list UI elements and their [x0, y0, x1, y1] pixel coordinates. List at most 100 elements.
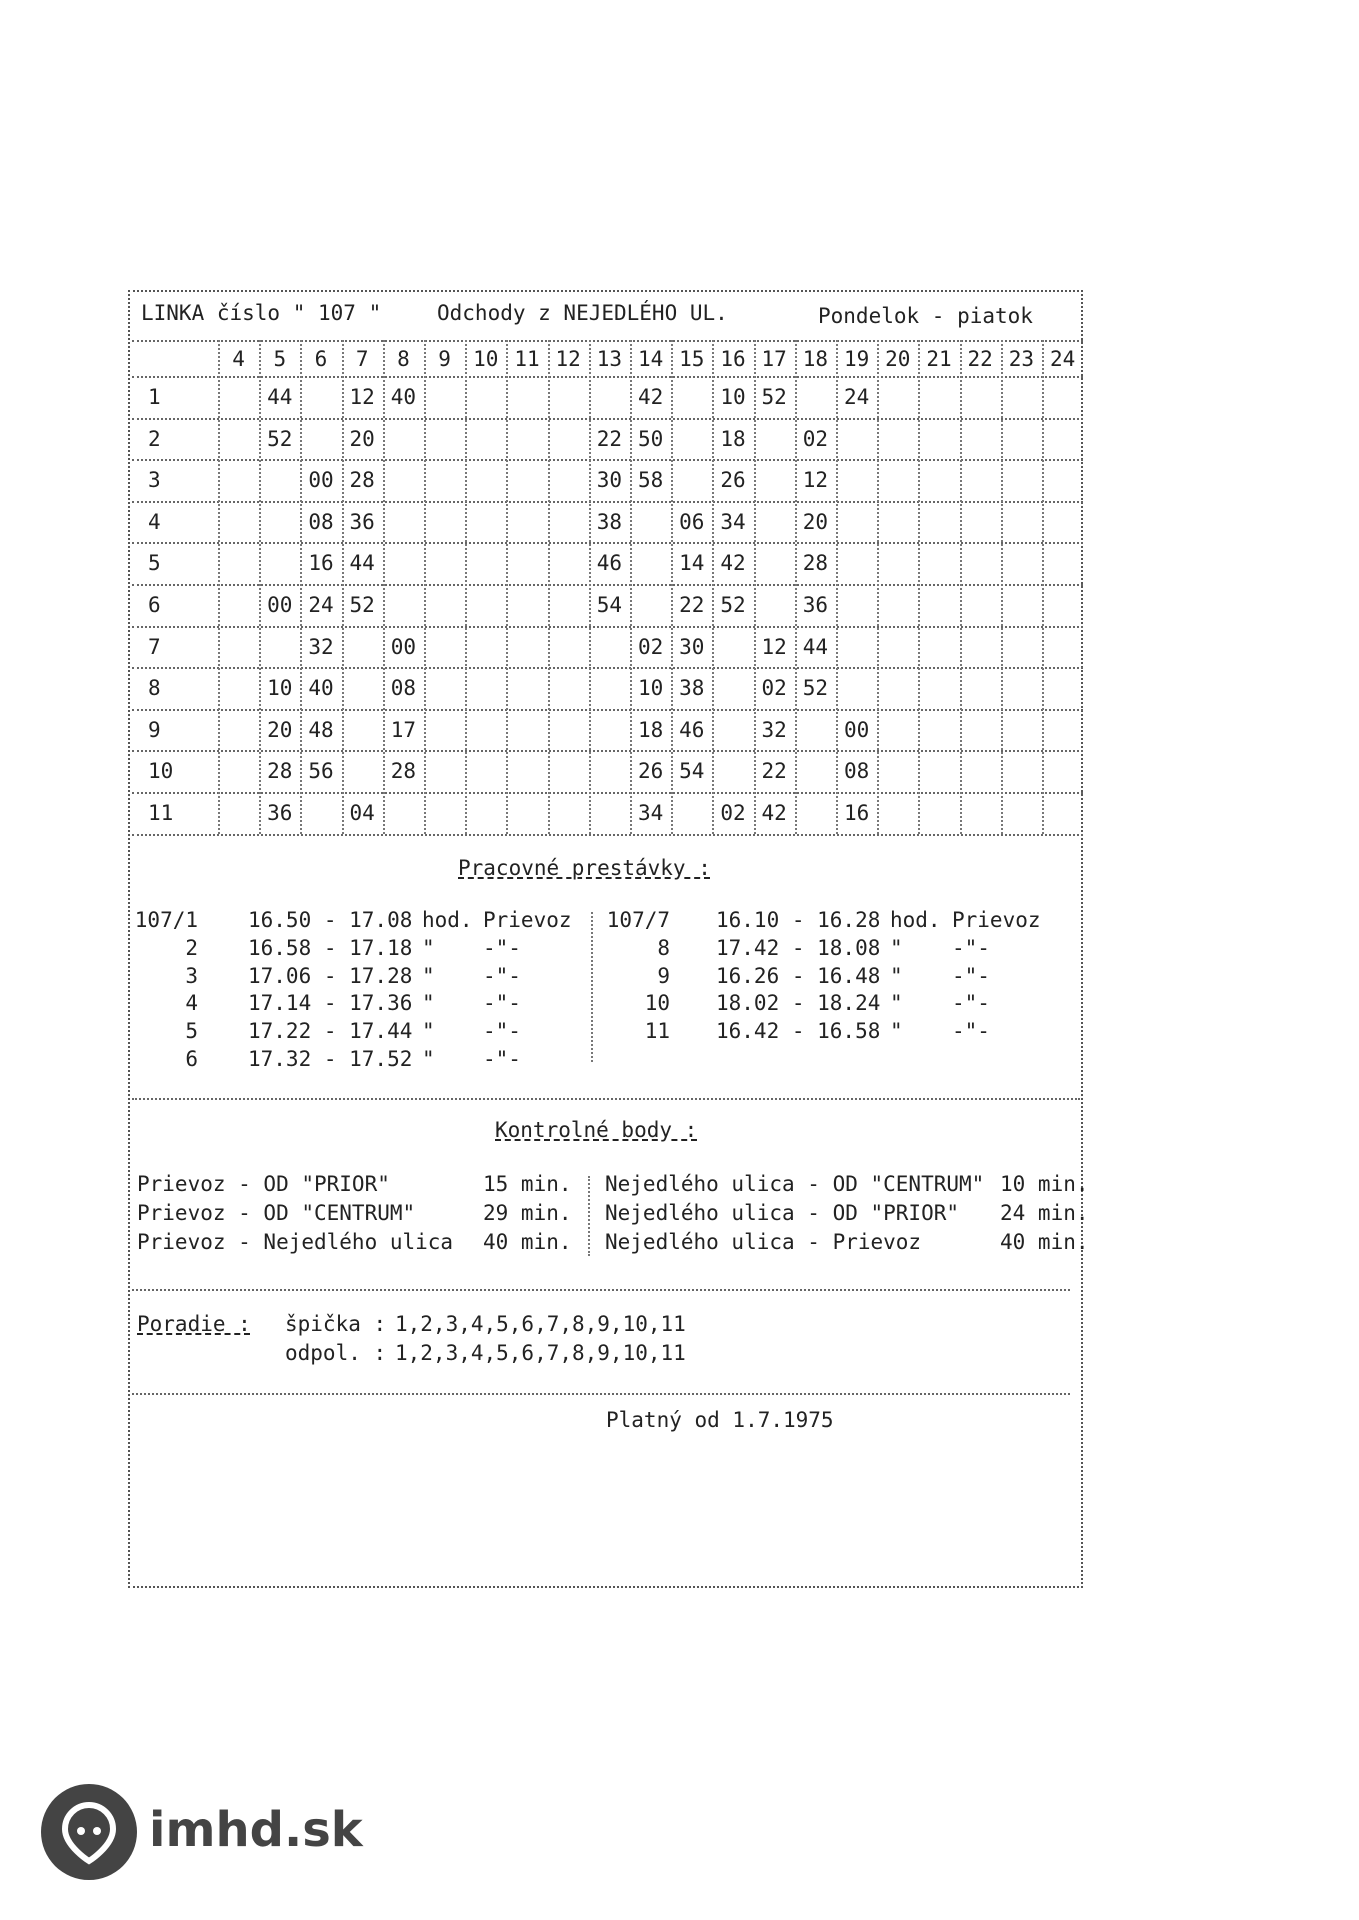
grid-line	[588, 340, 591, 834]
departure-minute: 17	[390, 717, 417, 742]
break-time: 18.02 - 18.24	[716, 991, 881, 1016]
departure-minute: 28	[349, 468, 375, 493]
checkpoints-title: Kontrolné body :	[495, 1118, 698, 1142]
order-kind: špička :	[285, 1312, 387, 1336]
grid-line	[1000, 340, 1003, 834]
order-list: 1,2,3,4,5,6,7,8,9,10,11	[395, 1312, 686, 1336]
departure-minute: 10	[720, 385, 746, 409]
hour: 6	[314, 347, 328, 371]
break-place: -"-	[483, 963, 521, 988]
grid-line	[132, 750, 1084, 753]
break-unit: "	[890, 963, 903, 988]
hour: 9	[438, 347, 451, 371]
departure-minute: 46	[596, 551, 623, 576]
hour: 10	[473, 347, 499, 371]
departure-minute: 02	[720, 801, 746, 825]
departure-minute: 50	[637, 426, 664, 451]
departure-minute: 48	[308, 717, 334, 742]
order-label: Poradie :	[137, 1312, 251, 1336]
departure-minute: 12	[761, 634, 787, 659]
hour: 18	[802, 347, 829, 371]
departure-minute: 36	[349, 509, 375, 534]
departure-minute: 46	[679, 717, 705, 742]
checkpoint-time: 29 min.	[483, 1201, 572, 1225]
departure-minute: 00	[308, 468, 334, 493]
departure-minute: 54	[679, 759, 705, 784]
departure-minute: 52	[267, 426, 293, 451]
break-number: 9	[657, 963, 670, 988]
break-unit: "	[422, 1047, 435, 1071]
checkpoint-route: Prievoz - OD "PRIOR"	[137, 1172, 390, 1196]
departure-minute: 52	[349, 593, 375, 617]
logo-text: imhd.sk	[149, 1802, 363, 1858]
row-label: 11	[148, 801, 174, 825]
hour: 11	[514, 347, 540, 371]
break-unit: "	[422, 1019, 435, 1044]
departure-minute: 40	[390, 385, 417, 409]
hour: 21	[926, 347, 952, 371]
departure-minute: 44	[349, 551, 375, 576]
grid-line	[794, 340, 797, 834]
timetable-frame	[128, 290, 1083, 1588]
order-kind: odpol. :	[285, 1341, 387, 1365]
departure-minute: 04	[349, 801, 375, 825]
departure-minute: 16	[308, 551, 334, 576]
departure-minute: 00	[267, 593, 293, 617]
departure-minute: 08	[308, 509, 334, 534]
break-unit: "	[890, 1019, 903, 1044]
hour: 20	[885, 347, 911, 371]
departure-minute: 22	[596, 426, 623, 451]
break-unit: "	[890, 991, 903, 1016]
departure-minute: 26	[637, 759, 664, 784]
break-time: 17.14 - 17.36	[248, 991, 413, 1016]
grid-line	[382, 340, 385, 834]
break-place: Prievoz	[952, 908, 1041, 932]
break-time: 16.10 - 16.28	[716, 908, 881, 932]
grid-line	[132, 584, 1084, 586]
departure-minute: 24	[843, 385, 870, 409]
departure-minute: 22	[761, 759, 787, 784]
checkpoint-time: 15 min.	[483, 1172, 572, 1196]
departure-minute: 32	[761, 717, 787, 742]
checkpoint-time: 24 min.	[1000, 1201, 1089, 1225]
breaks-title: Pracovné prestávky :	[458, 856, 711, 880]
grid-line	[959, 340, 962, 834]
break-unit: "	[422, 963, 435, 988]
grid-line	[132, 667, 1084, 670]
grid-line	[630, 340, 632, 834]
break-time: 17.32 - 17.52	[248, 1047, 413, 1071]
hour: 7	[355, 347, 369, 371]
departure-minute: 20	[349, 426, 375, 451]
grid-line	[132, 792, 1084, 794]
departure-minute: 58	[637, 468, 664, 493]
departure-minute: 14	[679, 551, 705, 576]
checkpoint-route: Nejedlého ulica - Prievoz	[605, 1230, 922, 1254]
hour: 22	[967, 347, 993, 371]
departure-minute: 52	[761, 385, 787, 409]
departure-minute: 08	[843, 759, 870, 784]
break-place: -"-	[952, 1019, 990, 1044]
row-label: 3	[148, 468, 161, 493]
departure-minute: 28	[390, 759, 417, 784]
grid-line	[341, 340, 344, 834]
row-label: 1	[148, 385, 161, 409]
break-unit: "	[422, 935, 435, 960]
grid-line	[132, 340, 1084, 342]
departure-minute: 00	[843, 717, 870, 742]
departure-minute: 12	[802, 468, 829, 493]
grid-line	[132, 625, 1084, 628]
break-number: 107/7	[606, 908, 670, 932]
checkpoint-route: Nejedlého ulica - OD "CENTRUM"	[605, 1172, 985, 1196]
hour: 16	[720, 347, 746, 371]
departure-minute: 02	[802, 426, 829, 451]
departure-minute: 30	[596, 468, 623, 493]
grid-line	[547, 340, 550, 834]
departure-minute: 34	[637, 801, 664, 825]
hour: 8	[397, 347, 410, 371]
break-time: 16.42 - 16.58	[716, 1019, 881, 1044]
row-label: 9	[148, 717, 161, 742]
hour: 4	[232, 347, 245, 371]
row-label: 5	[148, 551, 161, 576]
departure-minute: 44	[802, 634, 829, 659]
